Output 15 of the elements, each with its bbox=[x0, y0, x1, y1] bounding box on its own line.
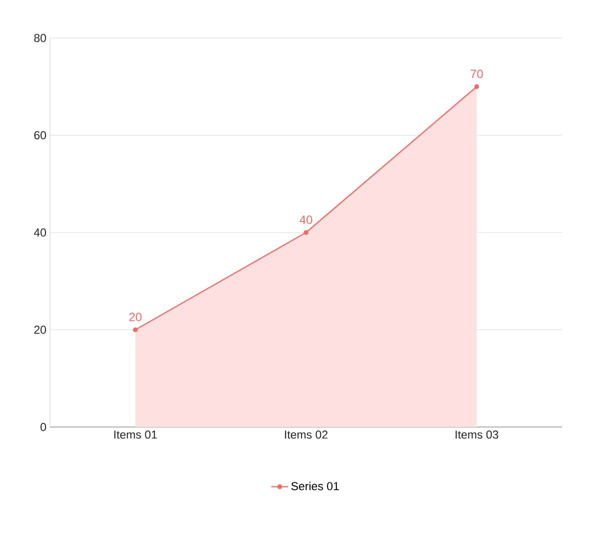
x-tick-label: Items 02 bbox=[285, 430, 328, 439]
x-tick-label: Items 03 bbox=[456, 430, 498, 439]
y-tick-label: 80 bbox=[34, 34, 46, 42]
y-tick-label: 0 bbox=[40, 422, 46, 432]
x-tick-label: Items 01 bbox=[114, 430, 157, 439]
legend-label: Series 01 bbox=[291, 482, 339, 490]
data-label: 70 bbox=[470, 70, 483, 78]
y-tick-label: 20 bbox=[34, 326, 46, 334]
point bbox=[474, 84, 480, 90]
point bbox=[304, 230, 308, 235]
y-tick-label: 60 bbox=[34, 131, 46, 140]
point bbox=[132, 327, 138, 332]
y-tick-label: 40 bbox=[34, 228, 46, 237]
data-label: 20 bbox=[129, 312, 142, 322]
data-label: 40 bbox=[300, 216, 312, 224]
